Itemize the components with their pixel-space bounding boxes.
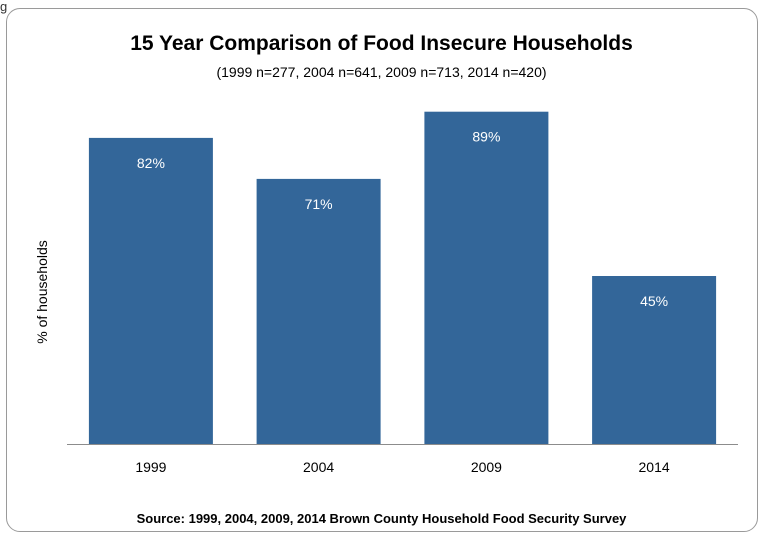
- bar-2004: [256, 178, 381, 444]
- bar-2009: [424, 111, 549, 444]
- chart-subtitle: (1999 n=277, 2004 n=641, 2009 n=713, 201…: [216, 64, 547, 80]
- source-note: Source: 1999, 2004, 2009, 2014 Brown Cou…: [136, 511, 627, 526]
- bar-value-label-2009: 89%: [472, 129, 500, 145]
- bar-value-label-2014: 45%: [640, 293, 668, 309]
- x-tick-label-2014: 2014: [639, 459, 670, 475]
- chart-title: 15 Year Comparison of Food Insecure Hous…: [130, 32, 633, 55]
- corner-glyph: g: [0, 0, 8, 14]
- bar-value-label-2004: 71%: [305, 196, 333, 212]
- bar-1999: [88, 137, 213, 444]
- x-tick-label-2004: 2004: [303, 459, 334, 475]
- bar-value-label-1999: 82%: [137, 155, 165, 171]
- x-tick-label-1999: 1999: [135, 459, 166, 475]
- x-tick-label-2009: 2009: [471, 459, 502, 475]
- bar-2014: [592, 276, 717, 444]
